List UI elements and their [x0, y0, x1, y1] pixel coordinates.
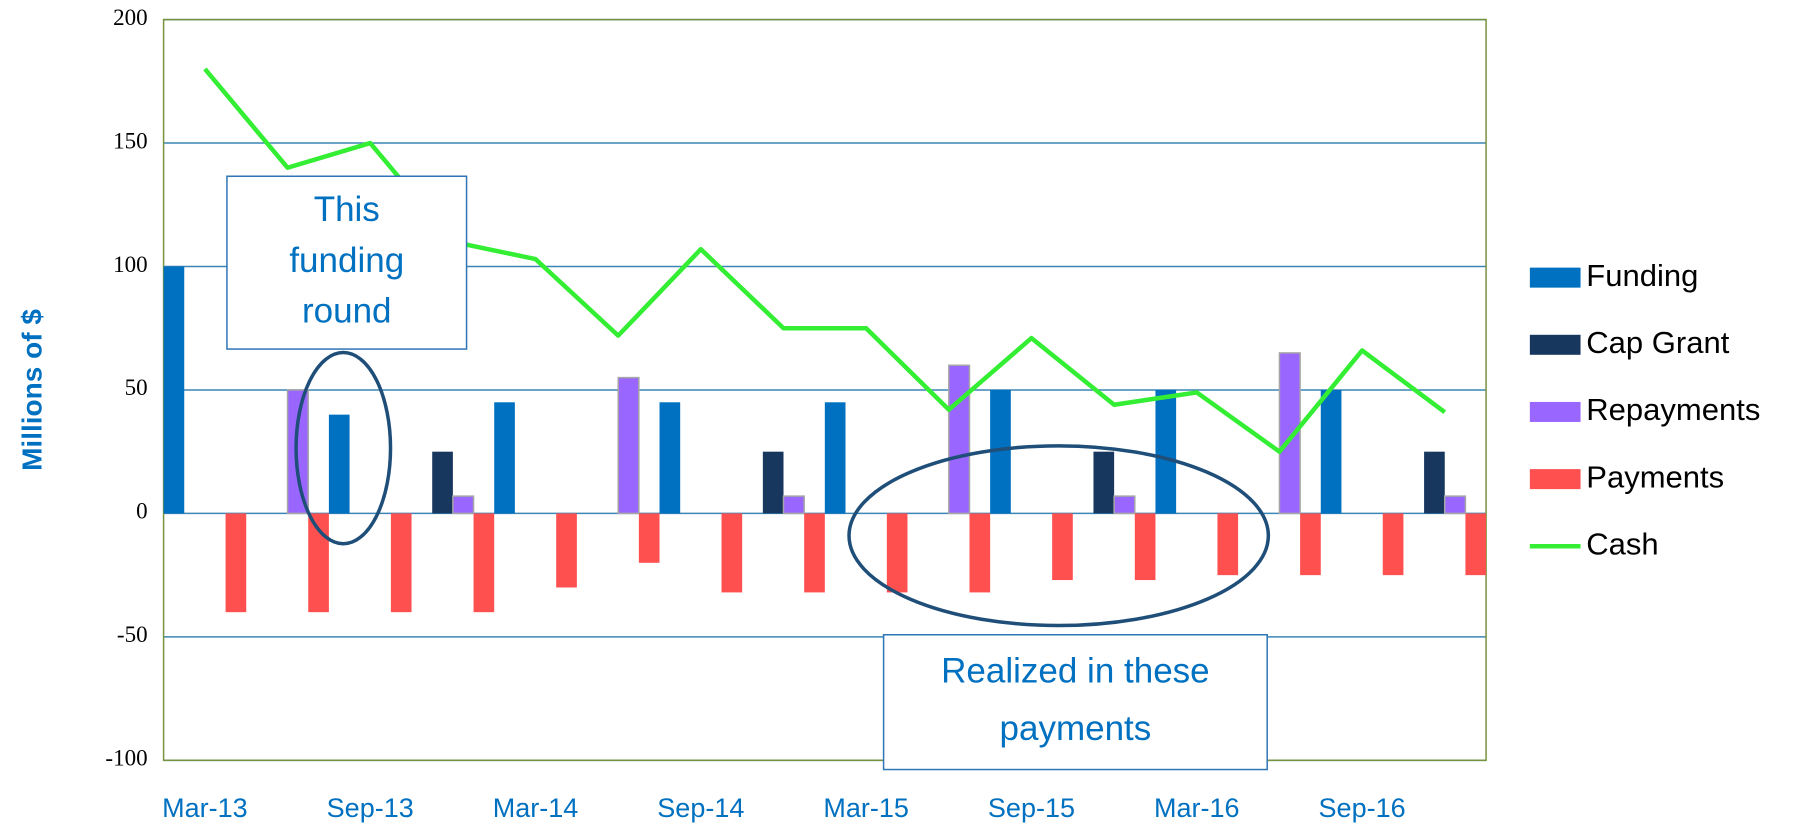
- bar: [1382, 513, 1404, 576]
- bar: [1217, 513, 1239, 576]
- legend-label: Funding: [1586, 258, 1698, 293]
- x-tick-label: Sep-14: [657, 793, 744, 823]
- bar: [886, 513, 908, 593]
- legend-swatch: [1529, 401, 1581, 422]
- legend-swatch: [1529, 469, 1581, 490]
- annotation-text: payments: [1000, 709, 1152, 748]
- bar: [1465, 513, 1487, 576]
- bar: [225, 513, 247, 613]
- x-tick-label: Mar-13: [162, 793, 248, 823]
- bar: [1444, 495, 1467, 515]
- bar: [782, 495, 805, 515]
- legend-swatch: [1529, 267, 1581, 288]
- annotation-text: funding: [289, 241, 404, 280]
- y-axis-label: Millions of $: [16, 309, 47, 471]
- bar: [824, 402, 846, 514]
- bar: [721, 513, 743, 593]
- y-tick-label: 50: [125, 375, 148, 400]
- bar: [1093, 451, 1115, 514]
- highlight-ellipse: [294, 350, 393, 546]
- bar: [494, 402, 515, 514]
- bar: [390, 513, 412, 613]
- bar: [762, 451, 784, 514]
- y-tick-label: 200: [113, 5, 148, 30]
- bar: [804, 513, 825, 593]
- bar: [1278, 352, 1301, 515]
- annotation-text: Realized in these: [941, 652, 1210, 691]
- legend-label: Cash: [1586, 526, 1658, 561]
- legend-swatch: [1529, 334, 1581, 355]
- bar: [452, 495, 475, 515]
- bar: [163, 266, 185, 514]
- x-tick-label: Sep-15: [988, 793, 1075, 823]
- bar: [1320, 389, 1342, 514]
- x-tick-label: Mar-15: [823, 793, 909, 823]
- bar: [948, 364, 971, 515]
- bar: [617, 376, 640, 515]
- bar: [328, 414, 350, 514]
- x-tick-label: Mar-14: [493, 793, 579, 823]
- y-tick-label: 0: [136, 499, 148, 524]
- legend-label: Payments: [1586, 459, 1724, 494]
- bar: [1300, 513, 1321, 576]
- y-tick-label: -100: [105, 746, 147, 771]
- bar: [1134, 513, 1156, 581]
- bar: [969, 513, 991, 593]
- x-tick-label: Mar-16: [1154, 793, 1240, 823]
- bar: [286, 389, 309, 515]
- legend-label: Cap Grant: [1586, 325, 1729, 360]
- bar: [308, 513, 329, 613]
- bar: [556, 513, 577, 588]
- legend-label: Repayments: [1586, 392, 1760, 427]
- bar: [1424, 451, 1445, 514]
- bar: [432, 451, 453, 514]
- y-tick-label: 150: [113, 128, 148, 153]
- bar: [473, 513, 495, 613]
- bar: [659, 402, 681, 514]
- y-tick-label: -50: [117, 622, 148, 647]
- y-tick-label: 100: [113, 252, 148, 277]
- x-tick-label: Sep-16: [1319, 793, 1406, 823]
- highlight-ellipse: [847, 444, 1271, 628]
- bar: [990, 389, 1011, 514]
- bar: [1155, 389, 1177, 514]
- bar: [1113, 495, 1136, 515]
- x-tick-label: Sep-13: [327, 793, 414, 823]
- bar: [1052, 513, 1073, 581]
- bar: [638, 513, 660, 563]
- annotation-box: [226, 175, 468, 350]
- annotation-box: [882, 634, 1268, 771]
- annotation-text: This: [314, 190, 380, 229]
- annotation-text: round: [302, 292, 392, 331]
